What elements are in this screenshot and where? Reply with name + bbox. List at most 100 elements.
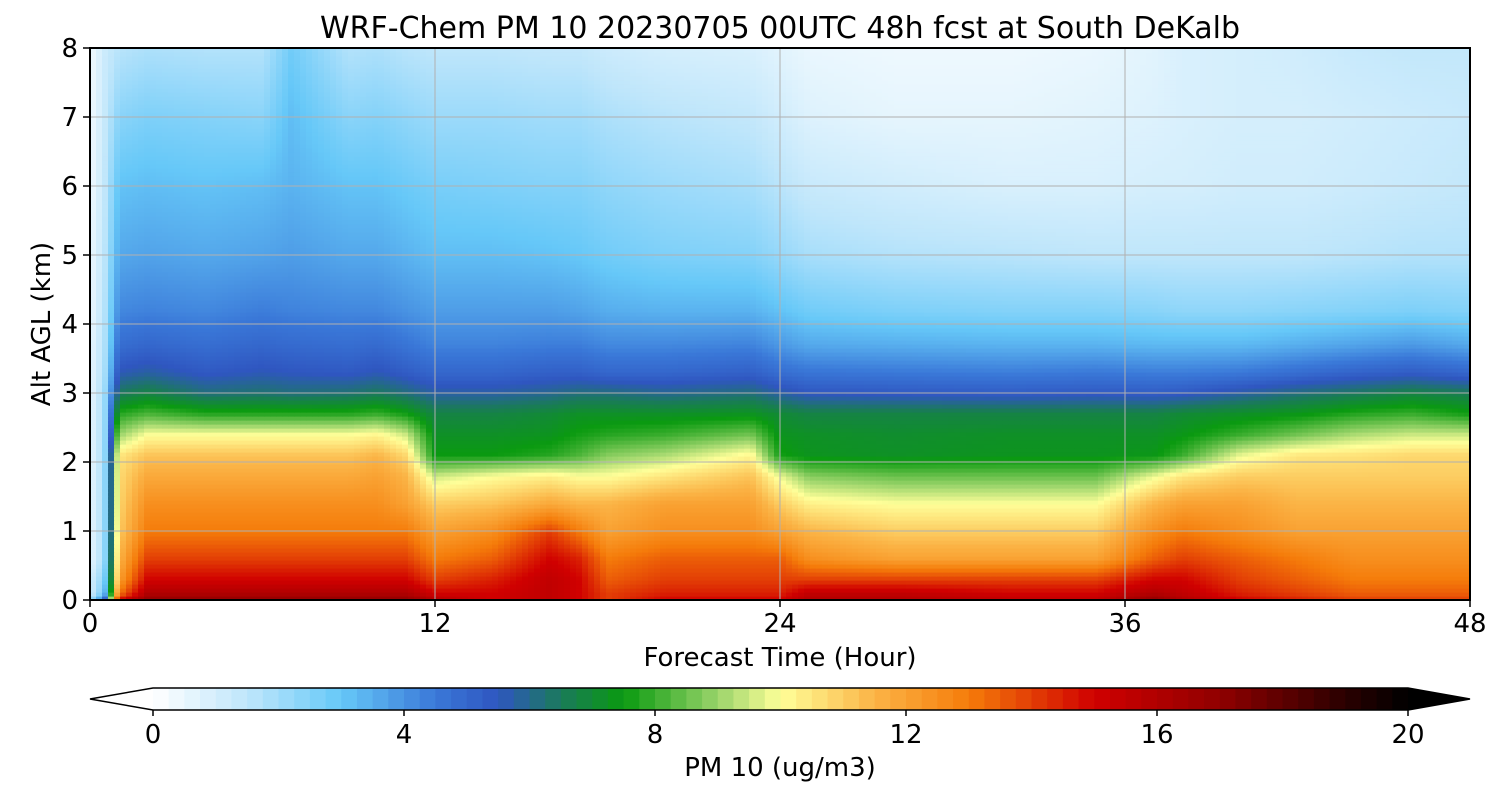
heatmap-cell [564, 568, 571, 573]
heatmap-cell [1434, 552, 1441, 557]
heatmap-cell [1146, 548, 1153, 553]
heatmap-cell [966, 524, 973, 529]
heatmap-cell [600, 556, 607, 561]
heatmap-cell [1188, 544, 1195, 549]
heatmap-cell [714, 520, 721, 525]
heatmap-cell [798, 580, 805, 585]
heatmap-cell [882, 572, 889, 577]
heatmap-cell [570, 536, 577, 541]
heatmap-cell [690, 588, 697, 593]
heatmap-cell [1416, 548, 1423, 553]
heatmap-cell [582, 524, 589, 529]
heatmap-cell [642, 564, 649, 569]
heatmap-cell [996, 568, 1003, 573]
heatmap-cell [1002, 592, 1009, 597]
heatmap-cell [666, 576, 673, 581]
heatmap-cell [486, 592, 493, 597]
heatmap-cell [282, 544, 289, 549]
heatmap-cell [462, 564, 469, 569]
heatmap-cell [834, 532, 841, 537]
heatmap-cell [1074, 560, 1081, 565]
heatmap-cell [954, 532, 961, 537]
heatmap-cell [1404, 520, 1411, 525]
heatmap-cell [1062, 576, 1069, 581]
heatmap-cell [864, 524, 871, 529]
heatmap-cell [1386, 536, 1393, 541]
heatmap-cell [1026, 512, 1033, 517]
heatmap-cell [1236, 592, 1243, 597]
heatmap-cell [1410, 564, 1417, 569]
heatmap-cell [186, 584, 193, 589]
heatmap-cell [1302, 552, 1309, 557]
heatmap-cell [234, 544, 241, 549]
heatmap-cell [690, 532, 697, 537]
heatmap-cell [360, 548, 367, 553]
heatmap-cell [1164, 528, 1171, 533]
heatmap-cell [1020, 532, 1027, 537]
heatmap-cell [96, 536, 103, 541]
heatmap-cell [354, 560, 361, 565]
heatmap-cell [846, 560, 853, 565]
heatmap-cell [870, 524, 877, 529]
heatmap-cell [684, 592, 691, 597]
heatmap-cell [108, 556, 115, 561]
heatmap-cell [1206, 588, 1213, 593]
heatmap-cell [564, 532, 571, 537]
heatmap-cell [1128, 544, 1135, 549]
heatmap-cell [516, 564, 523, 569]
heatmap-cell [1062, 572, 1069, 577]
heatmap-cell [1020, 560, 1027, 565]
heatmap-cell [1008, 592, 1015, 597]
heatmap-cell [276, 580, 283, 585]
heatmap-cell [180, 560, 187, 565]
heatmap-cell [162, 544, 169, 549]
heatmap-cell [1356, 528, 1363, 533]
heatmap-cell [606, 532, 613, 537]
heatmap-cell [216, 564, 223, 569]
heatmap-cell [1374, 568, 1381, 573]
heatmap-cell [1062, 548, 1069, 553]
heatmap-cell [408, 532, 415, 537]
heatmap-cell [300, 552, 307, 557]
heatmap-cell [600, 580, 607, 585]
heatmap-cell [1242, 588, 1249, 593]
heatmap-cell [558, 572, 565, 577]
heatmap-cell [126, 548, 133, 553]
heatmap-cell [420, 516, 427, 521]
heatmap-cell [474, 564, 481, 569]
heatmap-cell [384, 520, 391, 525]
heatmap-cell [936, 544, 943, 549]
heatmap-cell [546, 572, 553, 577]
heatmap-cell [1314, 552, 1321, 557]
heatmap-cell [1416, 516, 1423, 521]
heatmap-cell [672, 588, 679, 593]
heatmap-cell [684, 548, 691, 553]
heatmap-cell [840, 592, 847, 597]
heatmap-cell [1002, 532, 1009, 537]
heatmap-cell [138, 592, 145, 597]
heatmap-cell [1404, 560, 1411, 565]
heatmap-cell [1308, 584, 1315, 589]
heatmap-cell [306, 524, 313, 529]
heatmap-cell [1302, 580, 1309, 585]
heatmap-cell [1362, 520, 1369, 525]
heatmap-cell [1194, 548, 1201, 553]
heatmap-cell [930, 540, 937, 545]
heatmap-cell [540, 544, 547, 549]
heatmap-cell [354, 576, 361, 581]
heatmap-cell [684, 524, 691, 529]
heatmap-cell [1440, 548, 1447, 553]
heatmap-cell [900, 564, 907, 569]
heatmap-cell [1140, 528, 1147, 533]
heatmap-cell [546, 528, 553, 533]
heatmap-cell [1398, 580, 1405, 585]
heatmap-cell [168, 540, 175, 545]
heatmap-cell [942, 516, 949, 521]
heatmap-cell [798, 544, 805, 549]
heatmap-cell [888, 520, 895, 525]
heatmap-cell [1380, 588, 1387, 593]
heatmap-cell [180, 520, 187, 525]
heatmap-cell [414, 544, 421, 549]
heatmap-cell [942, 588, 949, 593]
heatmap-cell [1236, 524, 1243, 529]
